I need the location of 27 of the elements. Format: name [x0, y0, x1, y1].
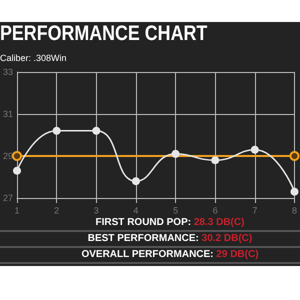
text: FIRST ROUND POP: 28.3 DB(C) [96, 217, 244, 228]
y-tick-label: 27 [2, 193, 14, 203]
y-tick-label: 29 [2, 151, 14, 161]
x-tick-label: 2 [54, 206, 60, 216]
text: OVERALL PERFORMANCE: 29 DB(C) [81, 249, 259, 260]
point [211, 156, 220, 164]
x-tick-label: 8 [292, 206, 298, 216]
point [13, 166, 22, 175]
x-tick-label: 1 [14, 206, 20, 216]
x-tick-label: 7 [252, 206, 258, 216]
x-tick-label: 5 [173, 206, 178, 216]
x-tick-label: 3 [94, 206, 99, 216]
point [52, 126, 61, 135]
point [132, 177, 140, 186]
x-tick-label: 6 [212, 206, 218, 216]
point [250, 146, 259, 154]
x-tick-label: 4 [133, 206, 138, 216]
point [172, 150, 180, 158]
point [12, 151, 22, 161]
point [290, 151, 300, 161]
y-tick-label: 31 [2, 109, 14, 119]
point [92, 126, 100, 135]
text: BEST PERFORMANCE: 30.2 DB(C) [88, 233, 252, 244]
y-tick-label: 33 [2, 67, 14, 77]
chart-title: PERFORMANCE CHART [0, 22, 208, 46]
chart-subtitle: Caliber: .308Win [0, 53, 67, 63]
point [290, 188, 298, 196]
